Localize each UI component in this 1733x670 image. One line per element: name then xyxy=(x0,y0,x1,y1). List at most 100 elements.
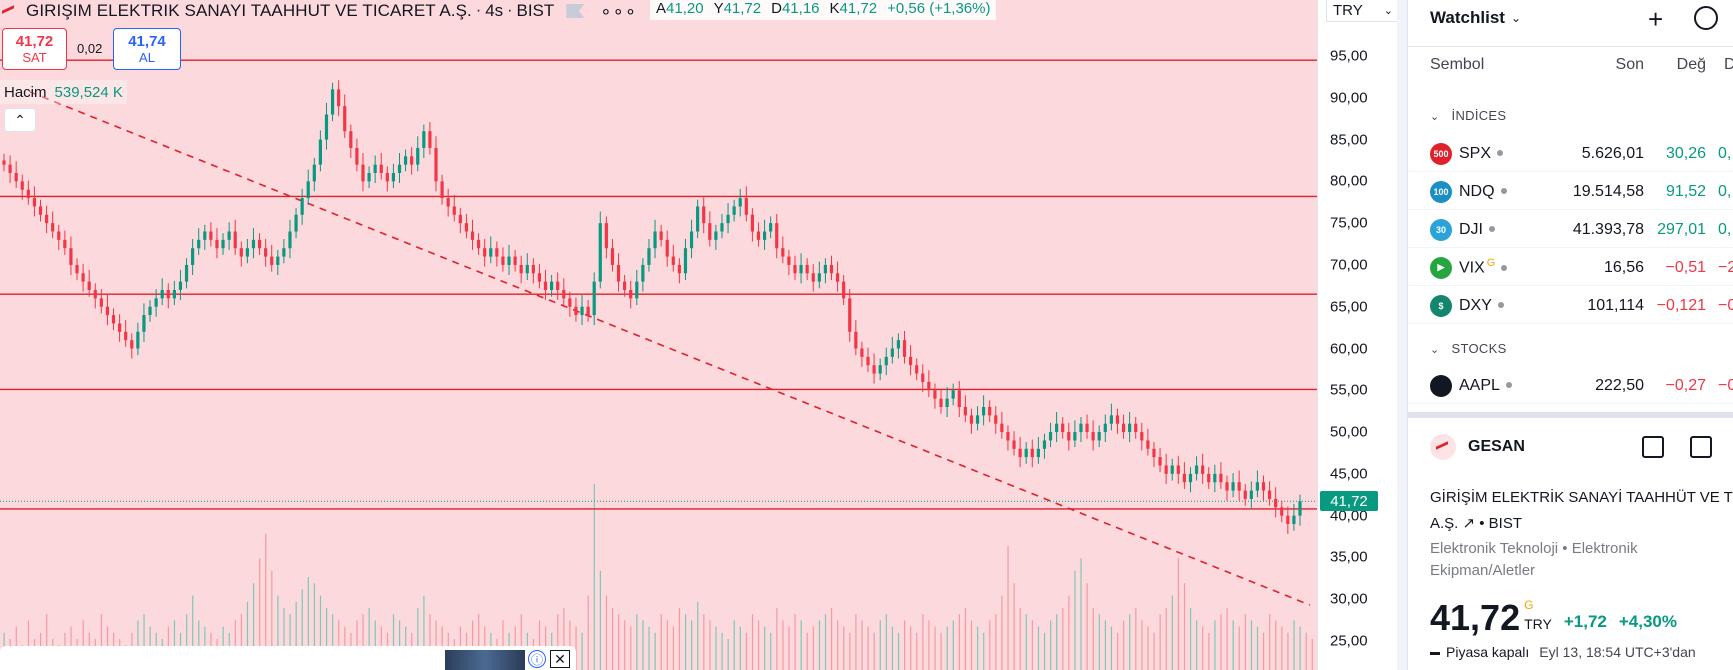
candle-body xyxy=(738,198,742,207)
column-change[interactable]: Değ xyxy=(1676,55,1706,73)
group-stocks[interactable]: ⌄ STOCKS xyxy=(1430,341,1507,356)
candle-body xyxy=(489,248,493,257)
volume-bar xyxy=(1287,632,1289,670)
column-symbol[interactable]: Sembol xyxy=(1430,55,1485,73)
more-options-icon[interactable]: ∘∘∘ xyxy=(600,0,638,21)
details-name-line2[interactable]: A.Ş. ↗ • BIST xyxy=(1430,515,1523,532)
candle-body xyxy=(178,281,183,290)
candle-body xyxy=(300,198,304,215)
volume-bar xyxy=(319,595,322,670)
candle-body xyxy=(574,306,578,316)
ad-banner[interactable]: ⓘ ✕ xyxy=(0,646,576,670)
candle-body xyxy=(483,248,487,257)
candle-body xyxy=(1243,490,1247,499)
column-last[interactable]: Son xyxy=(1615,55,1644,73)
candle-body xyxy=(988,407,992,416)
add-symbol-icon[interactable]: + xyxy=(1648,4,1664,34)
candle-body xyxy=(969,415,974,424)
volume-bar xyxy=(964,608,967,670)
volume-bar xyxy=(904,620,906,670)
watchlist-row[interactable]: 500 SPX 5.626,01 30,26 0, xyxy=(1408,136,1733,172)
volume-bar xyxy=(1171,595,1173,670)
volume-bar xyxy=(392,614,395,670)
gesan-logo-icon xyxy=(1430,434,1456,460)
volume-bar xyxy=(429,614,431,670)
volume-bar xyxy=(100,614,103,670)
volume-bar xyxy=(800,620,802,670)
open-key: A xyxy=(656,0,667,17)
watchlist-row[interactable]: 100 NDQ 19.514,58 91,52 0, xyxy=(1408,174,1733,210)
candle-body xyxy=(951,390,955,399)
panel-divider[interactable] xyxy=(1408,412,1733,418)
delay-flag: G xyxy=(1486,257,1496,270)
ad-close-icon[interactable]: ✕ xyxy=(550,650,570,668)
row-change-pct: −0, xyxy=(1718,376,1733,394)
candle-body xyxy=(44,214,49,224)
ad-info-icon[interactable]: ⓘ xyxy=(528,650,546,668)
candle-body xyxy=(1249,490,1253,499)
flag-icon[interactable] xyxy=(566,4,585,18)
volume-bar xyxy=(995,614,997,670)
candle-body xyxy=(51,223,55,232)
candle-body xyxy=(641,264,645,282)
candle-body xyxy=(203,231,207,240)
group-indices[interactable]: ⌄ İNDİCES xyxy=(1430,108,1506,123)
candle-body xyxy=(476,239,481,249)
chart-pane[interactable]: GIRIŞIM ELEKTRIK SANAYI TAAHHUT VE TICAR… xyxy=(0,0,1317,670)
volume-bar xyxy=(824,614,827,670)
candle-body xyxy=(69,248,73,265)
volume-bar xyxy=(82,620,84,670)
interval-label[interactable]: 4s xyxy=(485,1,504,20)
details-sector[interactable]: Elektronik Teknoloji • Elektronik Ekipma… xyxy=(1430,540,1638,579)
watchlist-row[interactable]: AAPL 222,50 −0,27 −0, xyxy=(1408,368,1733,404)
volume-bar xyxy=(916,632,918,670)
sell-button[interactable]: 41,72 SAT xyxy=(2,28,67,70)
buy-label: AL xyxy=(139,50,155,65)
candle-body xyxy=(714,231,718,240)
panel-resize-handle[interactable] xyxy=(1397,0,1407,670)
candle-body xyxy=(197,239,201,249)
candle-body xyxy=(245,248,249,257)
trend-line xyxy=(29,91,1311,606)
edit-icon[interactable] xyxy=(1690,436,1712,458)
volume-bar xyxy=(1135,608,1137,670)
row-symbol: VIX G xyxy=(1459,257,1508,277)
candle-body xyxy=(410,156,414,165)
volume-bar xyxy=(770,632,772,670)
candle-body xyxy=(762,231,767,240)
watchlist-row[interactable]: 30 DJI 41.393,78 297,01 0, xyxy=(1408,212,1733,248)
spx-badge-icon: 500 xyxy=(1430,142,1452,165)
candle-body xyxy=(537,273,542,282)
collapse-legend-button[interactable]: ⌃ xyxy=(4,108,36,132)
details-ticker[interactable]: GESAN xyxy=(1468,438,1525,455)
price-chart[interactable] xyxy=(0,0,1317,670)
candle-body xyxy=(1121,423,1126,433)
candle-body xyxy=(829,264,834,274)
clock-icon[interactable] xyxy=(1694,6,1718,30)
watchlist-title[interactable]: Watchlist xyxy=(1430,8,1505,27)
row-symbol-text: NDQ xyxy=(1459,182,1495,200)
candle-body xyxy=(1158,457,1162,466)
volume-bar xyxy=(325,608,328,670)
price-tick-label: 65,00 xyxy=(1330,298,1368,316)
buy-button[interactable]: 41,74 AL xyxy=(113,28,181,70)
volume-bar xyxy=(1214,620,1216,670)
volume-bar xyxy=(605,595,608,670)
symbol-title[interactable]: GIRIŞIM ELEKTRIK SANAYI TAAHHUT VE TICAR… xyxy=(26,1,472,20)
candle-body xyxy=(726,214,730,224)
watchlist-row[interactable]: $ DXY 101,114 −0,121 −0, xyxy=(1408,288,1733,324)
volume-bar xyxy=(259,558,261,670)
price-scale[interactable]: TRY ⌄ 95,00 90,00 85,00 80,00 75,00 70,00 65,0… xyxy=(1317,0,1400,670)
candle-body xyxy=(1036,448,1040,458)
candle-body xyxy=(184,264,189,282)
currency-select[interactable]: TRY ⌄ xyxy=(1326,0,1400,22)
candle-body xyxy=(385,173,389,182)
candle-body xyxy=(1255,482,1260,491)
chevron-down-icon[interactable]: ⌄ xyxy=(1510,11,1521,25)
candle-body xyxy=(1073,432,1077,441)
ad-image[interactable] xyxy=(445,650,525,670)
grid-icon[interactable] xyxy=(1642,436,1664,458)
column-change-pct[interactable]: D xyxy=(1724,56,1733,74)
volume-bar xyxy=(587,595,589,670)
